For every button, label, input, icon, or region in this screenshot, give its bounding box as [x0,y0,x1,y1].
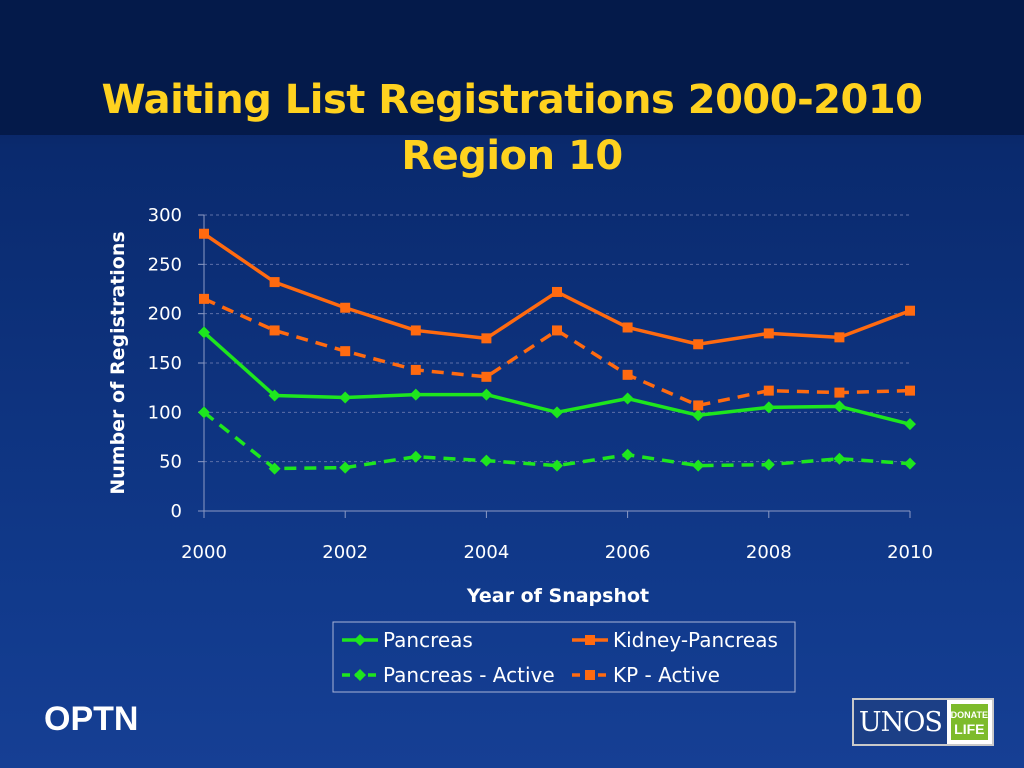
series-1 [199,228,915,350]
data-point [693,339,704,350]
x-tick-label: 2006 [605,542,651,563]
data-point [269,277,280,288]
data-point [480,454,493,467]
y-tick-label: 200 [148,304,182,325]
axes [198,214,911,518]
data-point [622,369,633,380]
legend-item-1: Kidney-Pancreas [572,628,778,652]
unos-logo-text: UNOS [854,700,947,744]
data-point [340,346,351,357]
series-group [198,228,916,475]
legend-item-3: KP - Active [572,663,720,687]
data-point [834,387,845,398]
unos-donate-life-logo: UNOS DONATE LIFE [852,698,994,746]
data-point [199,228,209,239]
data-point [905,385,915,396]
data-point [198,406,210,419]
data-point [762,401,775,414]
header-band [0,0,1024,135]
data-point [833,452,846,465]
x-tick-label: 2002 [322,542,368,563]
tick-labels: 0 50 100 150 200 250 300 2000 2002 2004 2006 2008 20… [148,205,933,563]
y-tick-label: 300 [148,205,182,226]
legend-swatch-marker [354,634,366,646]
x-tick-label: 2010 [887,542,933,563]
legend-item-2: Pancreas - Active [342,663,555,687]
data-point [834,332,845,343]
data-point [199,293,209,304]
data-point [268,389,281,402]
badge-line-2: LIFE [954,721,985,737]
data-point [269,325,280,336]
legend: Pancreas Kidney-Pancreas Pancreas - Active… [332,621,796,693]
title-line-2: Region 10 [401,133,623,179]
series-0 [198,326,916,431]
legend-label: KP - Active [613,663,720,687]
data-point [762,458,775,471]
data-point [905,305,915,316]
data-point [339,391,352,404]
optn-logo-text: OPTN [44,700,139,738]
series-line [202,410,911,471]
data-point [622,322,633,333]
data-point [552,286,562,297]
data-point [339,461,352,474]
legend-swatch-marker [585,635,595,645]
legend-swatch-marker [354,669,366,681]
y-tick-label: 100 [148,402,182,423]
data-point [551,406,563,419]
grid-lines [204,214,910,463]
data-point [693,400,704,411]
slide-title: Waiting List Registrations 2000-2010 Reg… [0,72,1024,184]
y-axis-title: Number of Registrations [107,231,129,494]
series-line [203,297,911,408]
data-point [340,302,351,313]
x-tick-label: 2008 [746,542,792,563]
legend-label: Pancreas [383,628,473,652]
data-point [410,325,421,336]
data-point [763,385,774,396]
legend-swatch-marker [585,670,595,680]
legend-label: Kidney-Pancreas [613,628,778,652]
data-point [409,388,422,401]
y-tick-label: 250 [148,254,182,275]
legend-item-0: Pancreas [342,628,473,652]
data-point [551,459,563,472]
x-tick-label: 2000 [181,542,227,563]
legend-box [332,621,796,693]
data-point [621,448,634,461]
data-point [268,462,281,475]
data-point [904,418,916,431]
data-point [480,388,493,401]
data-point [481,371,492,382]
x-axis-title: Year of Snapshot [466,585,649,607]
data-point [833,400,846,413]
series-3 [199,293,915,411]
y-tick-label: 50 [159,452,182,473]
data-point [904,457,916,470]
donate-life-badge: DONATE LIFE [949,703,989,741]
data-point [481,333,492,344]
data-point [692,409,705,422]
series-2 [198,406,916,475]
data-point [552,325,562,336]
badge-line-1: DONATE [950,710,988,720]
data-point [198,326,210,339]
data-point [410,364,421,375]
y-tick-label: 0 [171,501,182,522]
data-point [409,450,422,463]
title-line-1: Waiting List Registrations 2000-2010 [101,77,923,123]
data-point [692,459,705,472]
y-tick-label: 150 [148,353,182,374]
data-point [763,328,774,339]
data-point [621,392,634,405]
legend-label: Pancreas - Active [383,663,555,687]
x-tick-label: 2004 [463,542,509,563]
